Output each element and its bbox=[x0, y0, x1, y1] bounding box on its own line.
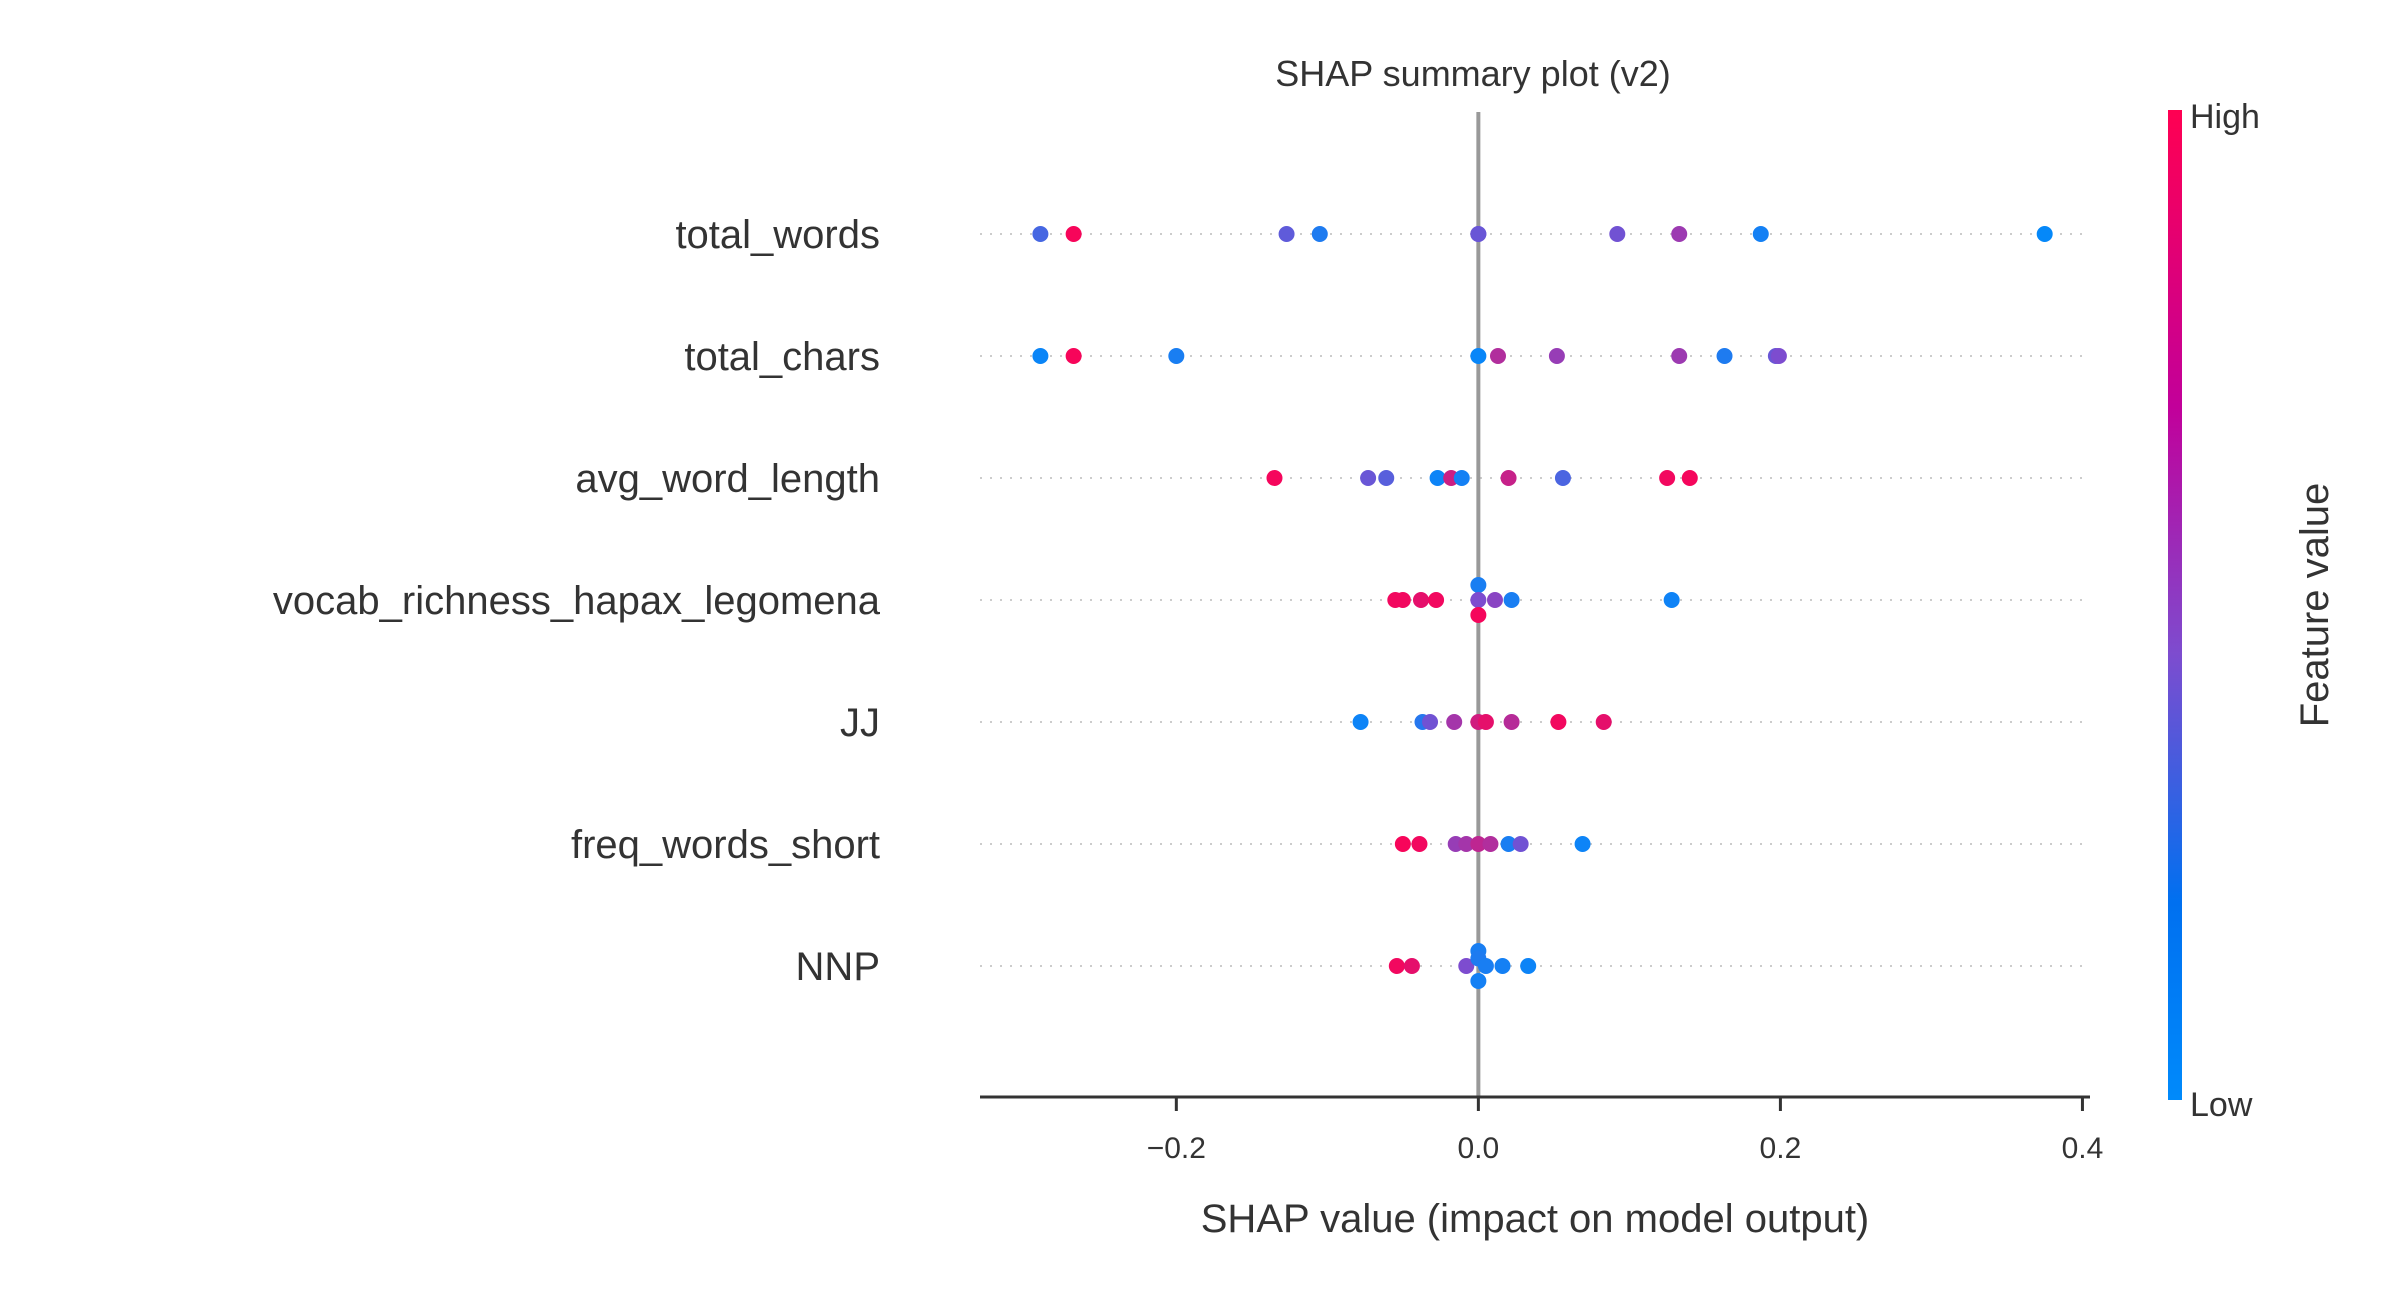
chart-title: SHAP summary plot (v2) bbox=[1275, 53, 1670, 94]
data-point bbox=[1609, 226, 1626, 242]
feature-label: total_chars bbox=[684, 335, 880, 379]
data-point bbox=[1278, 226, 1295, 242]
data-point bbox=[2036, 226, 2053, 242]
data-point bbox=[1168, 348, 1185, 364]
row-gridlines bbox=[980, 233, 2090, 967]
data-point bbox=[1403, 958, 1420, 974]
data-point bbox=[1470, 226, 1487, 242]
data-point bbox=[1065, 226, 1082, 242]
data-point bbox=[1482, 836, 1499, 852]
feature-label: JJ bbox=[840, 701, 880, 745]
data-point bbox=[1503, 714, 1520, 730]
data-point bbox=[1671, 226, 1688, 242]
x-tick-label: 0.2 bbox=[1760, 1132, 1802, 1165]
colorbar-low-label: Low bbox=[2190, 1086, 2253, 1124]
data-point bbox=[1458, 836, 1475, 852]
data-point bbox=[1352, 714, 1369, 730]
data-point bbox=[1550, 714, 1567, 730]
data-point bbox=[1429, 470, 1446, 486]
x-tick-label: 0.0 bbox=[1458, 1132, 1500, 1165]
data-point bbox=[1595, 714, 1612, 730]
data-point bbox=[1032, 226, 1049, 242]
data-point bbox=[1065, 348, 1082, 364]
data-point bbox=[1266, 470, 1283, 486]
feature-label: freq_words_short bbox=[571, 823, 880, 867]
data-point bbox=[1388, 958, 1405, 974]
data-points bbox=[1032, 226, 2053, 989]
data-point bbox=[1453, 470, 1470, 486]
colorbar-title: Feature value bbox=[2293, 483, 2337, 728]
data-point bbox=[1554, 470, 1571, 486]
x-tick-label: 0.4 bbox=[2062, 1132, 2104, 1165]
data-point bbox=[1311, 226, 1328, 242]
feature-label: vocab_richness_hapax_legomena bbox=[273, 579, 881, 623]
data-point bbox=[1394, 836, 1411, 852]
feature-label: total_words bbox=[675, 213, 880, 257]
data-point bbox=[1752, 226, 1769, 242]
data-point bbox=[1503, 592, 1520, 608]
data-point bbox=[1411, 836, 1428, 852]
data-point bbox=[1470, 607, 1487, 623]
x-axis-label: SHAP value (impact on model output) bbox=[1201, 1197, 1870, 1241]
data-point bbox=[1412, 592, 1429, 608]
colorbar bbox=[2168, 110, 2182, 1100]
data-point bbox=[1422, 714, 1439, 730]
data-point bbox=[1500, 836, 1517, 852]
data-point bbox=[1659, 470, 1676, 486]
feature-labels: total_words total_chars avg_word_lengthvoc… bbox=[273, 213, 881, 989]
feature-label: avg_word_length bbox=[575, 457, 880, 501]
data-point bbox=[1394, 592, 1411, 608]
data-point bbox=[1770, 348, 1787, 364]
data-point bbox=[1512, 836, 1529, 852]
x-axis-ticks: −0.2 0.0 0.2 0.4 bbox=[1147, 1097, 2104, 1165]
data-point bbox=[1470, 577, 1487, 593]
data-point bbox=[1360, 470, 1377, 486]
data-point bbox=[1574, 836, 1591, 852]
data-point bbox=[1663, 592, 1680, 608]
data-point bbox=[1428, 592, 1445, 608]
data-point bbox=[1477, 714, 1494, 730]
colorbar-high-label: High bbox=[2190, 98, 2260, 136]
feature-label: NNP bbox=[796, 945, 880, 989]
data-point bbox=[1500, 470, 1517, 486]
data-point bbox=[1470, 973, 1487, 989]
x-tick-label: −0.2 bbox=[1147, 1132, 1206, 1165]
data-point bbox=[1716, 348, 1733, 364]
data-point bbox=[1548, 348, 1565, 364]
data-point bbox=[1378, 470, 1395, 486]
data-point bbox=[1486, 592, 1503, 608]
data-point bbox=[1520, 958, 1537, 974]
data-point bbox=[1446, 714, 1463, 730]
data-point bbox=[1490, 348, 1506, 364]
data-point bbox=[1470, 836, 1487, 852]
data-point bbox=[1494, 958, 1511, 974]
data-point bbox=[1470, 592, 1487, 608]
data-point bbox=[1671, 348, 1688, 364]
data-point bbox=[1470, 348, 1487, 364]
data-point bbox=[1477, 958, 1494, 974]
data-point bbox=[1458, 958, 1475, 974]
data-point bbox=[1681, 470, 1698, 486]
data-point bbox=[1032, 348, 1049, 364]
